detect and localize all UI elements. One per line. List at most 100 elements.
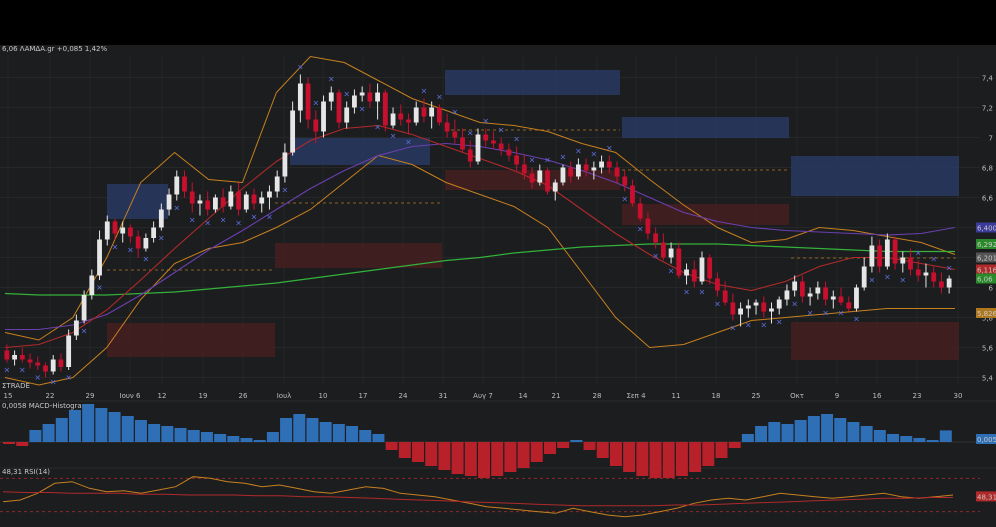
candle-up <box>869 245 875 267</box>
macd-bar <box>609 442 622 466</box>
sar-point <box>452 109 458 115</box>
macd-bar <box>319 422 332 442</box>
sar-point <box>885 274 890 280</box>
candle-down <box>939 281 944 288</box>
candle-down <box>630 185 635 204</box>
price-badge <box>976 273 996 284</box>
sar-point <box>159 235 164 241</box>
candle-down <box>498 143 504 150</box>
sar-point <box>50 379 56 385</box>
sar-point <box>915 250 921 256</box>
x-tick-label: Ιουλ <box>277 392 292 400</box>
watermark: ΣTRADE <box>2 382 30 390</box>
macd-bar <box>821 414 834 442</box>
sar-point <box>267 214 272 220</box>
candle-down <box>715 278 720 291</box>
x-tick-label: 22 <box>46 392 55 400</box>
candle-up <box>784 290 790 300</box>
candle-down <box>722 290 728 303</box>
candle-down <box>691 269 697 282</box>
candle-up <box>576 164 581 177</box>
bollinger-lower-line <box>4 154 955 386</box>
sar-point <box>560 154 566 160</box>
macd-bar <box>926 440 939 442</box>
sar-point <box>359 106 365 112</box>
sar-point <box>66 375 71 380</box>
sar-point <box>823 310 828 316</box>
sar-point <box>838 310 844 316</box>
macd-bar <box>887 434 900 442</box>
candle-down <box>838 296 844 303</box>
macd-badge <box>976 434 996 444</box>
candle-down <box>135 236 141 249</box>
candle-up <box>475 134 481 162</box>
candle-down <box>205 200 211 210</box>
sar-point <box>298 64 303 70</box>
macd-bar <box>29 430 42 442</box>
sar-point <box>792 301 797 307</box>
candle-up <box>73 320 79 336</box>
macd-bar <box>372 434 385 442</box>
sar-point <box>746 322 751 328</box>
sar-point <box>807 310 813 316</box>
rsi-badge-label: 48,31 <box>977 493 996 501</box>
candle-up <box>297 83 303 111</box>
candle-up <box>228 191 234 207</box>
candle-down <box>637 203 643 219</box>
sar-point <box>869 277 875 283</box>
macd-bar <box>900 436 913 442</box>
chart-svg[interactable]: 7,47,276,86,66,46,265,85,65,4152229Ιουν … <box>0 45 996 527</box>
macd-bar <box>306 418 319 442</box>
candle-down <box>128 227 133 237</box>
macd-bar <box>478 442 490 478</box>
macd-bar <box>781 424 794 442</box>
candle-up <box>684 269 689 276</box>
macd-bar <box>174 428 187 442</box>
candle-down <box>236 191 241 210</box>
demand-zone <box>622 204 789 225</box>
sar-point <box>467 130 473 136</box>
candle-down <box>823 287 828 300</box>
x-tick-label: Οκτ <box>790 392 804 400</box>
candle-up <box>328 92 334 102</box>
macd-bar <box>834 418 847 442</box>
candle-down <box>336 92 342 123</box>
sar-point <box>375 124 380 130</box>
sar-point <box>143 256 149 262</box>
sar-point <box>715 301 720 307</box>
sma-green-line <box>4 243 955 296</box>
x-tick-label: 23 <box>913 392 922 400</box>
x-tick-label: 24 <box>399 392 408 400</box>
x-tick-label: 19 <box>199 392 208 400</box>
candle-up <box>390 113 396 126</box>
macd-bar <box>359 430 372 442</box>
macd-bar <box>939 430 952 442</box>
macd-bar <box>280 418 293 442</box>
macd-bar <box>860 426 873 442</box>
y-tick-label: 6 <box>989 285 994 293</box>
top-black-bar <box>0 0 996 45</box>
macd-bar <box>240 438 253 442</box>
x-tick-label: 28 <box>593 392 602 400</box>
candle-down <box>491 140 496 144</box>
x-tick-label: 26 <box>239 392 248 400</box>
candle-up <box>290 110 296 153</box>
candle-up <box>699 257 705 282</box>
candle-down <box>27 359 33 363</box>
main-legend: 6,06 ΛΑΜΔΑ.gr +0,085 1,42% <box>2 45 107 53</box>
sar-point <box>174 205 180 211</box>
macd-bar <box>649 442 662 478</box>
candle-down <box>460 137 465 150</box>
chart-area[interactable]: 7,47,276,86,66,46,265,85,65,4152229Ιουν … <box>0 45 996 527</box>
candle-up <box>166 194 172 210</box>
x-tick-label: 11 <box>672 392 681 400</box>
sar-point <box>20 367 25 373</box>
sar-point <box>406 139 411 145</box>
macd-badge-label: 0,0058 <box>977 436 996 444</box>
candle-up <box>429 107 435 117</box>
macd-bar <box>491 442 504 476</box>
sar-point <box>761 322 767 328</box>
sar-point <box>653 253 658 259</box>
candle-down <box>43 365 48 372</box>
candle-down <box>614 167 620 177</box>
